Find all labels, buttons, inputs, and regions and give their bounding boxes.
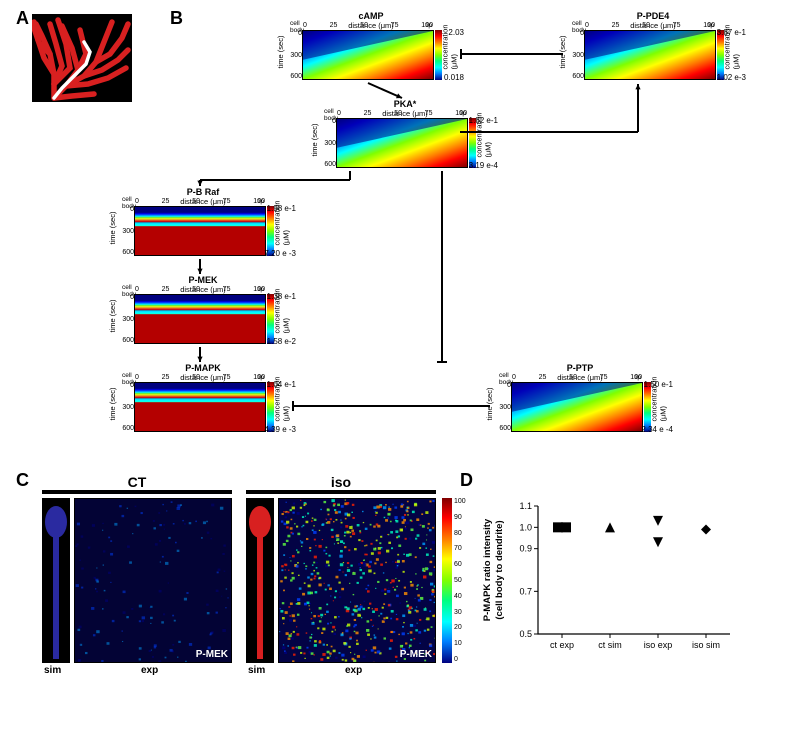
- svg-text:P-MAPK ratio intensity: P-MAPK ratio intensity: [482, 518, 493, 621]
- sim-label: sim: [248, 665, 265, 676]
- panel-c-ct: CTP-MEKsimexp: [42, 490, 232, 675]
- svg-text:0.5: 0.5: [519, 629, 532, 639]
- svg-text:(cell body to dendrite): (cell body to dendrite): [494, 520, 505, 619]
- sim-strip: [246, 498, 274, 663]
- sim-label: sim: [44, 665, 61, 676]
- panel-c-iso: isoP-MEKsimexp: [246, 490, 436, 675]
- exp-image: P-MEK: [74, 498, 232, 663]
- svg-text:1.1: 1.1: [519, 501, 532, 511]
- svg-text:ct sim: ct sim: [598, 640, 622, 650]
- svg-text:0.9: 0.9: [519, 544, 532, 554]
- svg-text:ct exp: ct exp: [550, 640, 574, 650]
- panel-c-label: C: [16, 470, 29, 491]
- c-title: iso: [246, 474, 436, 490]
- svg-text:iso sim: iso sim: [692, 640, 720, 650]
- panel-c-colorbar: 1009080706050403020100: [442, 498, 452, 663]
- c-title: CT: [42, 474, 232, 490]
- exp-label: exp: [345, 665, 362, 676]
- pathway-arrows: [0, 0, 800, 460]
- exp-image: P-MEK: [278, 498, 436, 663]
- pmek-label: P-MEK: [196, 649, 228, 660]
- pmek-label: P-MEK: [400, 649, 432, 660]
- svg-text:iso exp: iso exp: [644, 640, 673, 650]
- panel-d-label: D: [460, 470, 473, 491]
- panel-d-scatter: 0.5 0.7 0.9 1.0 1.1 ct exp ct sim iso exp iso si…: [480, 500, 740, 660]
- exp-label: exp: [141, 665, 158, 676]
- sim-strip: [42, 498, 70, 663]
- svg-text:0.7: 0.7: [519, 586, 532, 596]
- svg-text:1.0: 1.0: [519, 522, 532, 532]
